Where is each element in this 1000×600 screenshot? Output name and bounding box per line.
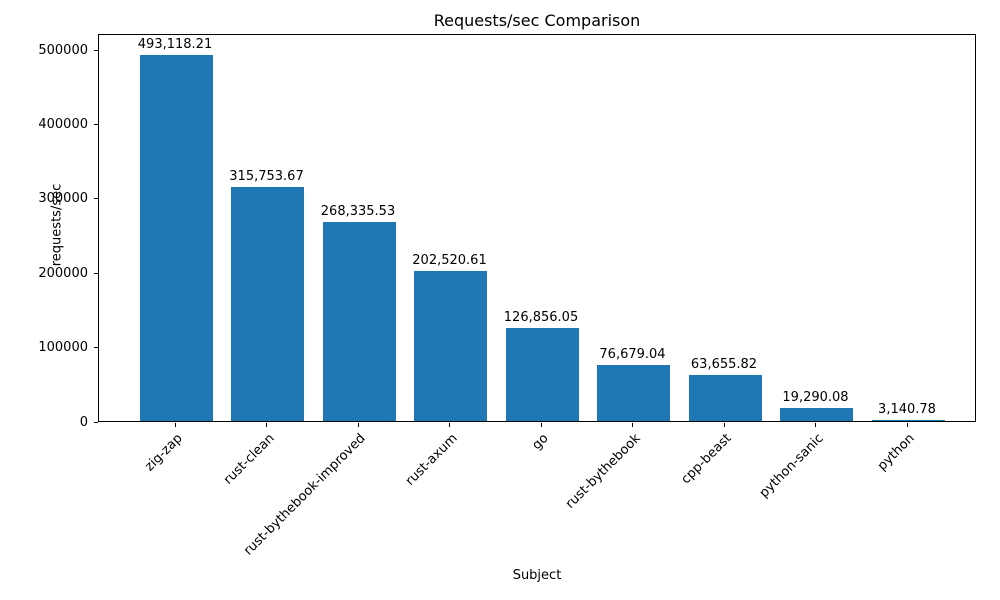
y-tick-mark — [94, 347, 98, 349]
x-tick-mark — [906, 423, 908, 427]
bar-value-label: 126,856.05 — [503, 310, 579, 325]
bar-value-label: 315,753.67 — [229, 169, 304, 184]
y-tick-label: 500000 — [38, 42, 88, 58]
x-tick-mark — [815, 423, 816, 427]
x-tick-mark — [266, 423, 267, 427]
bar-value-label: 63,655.82 — [690, 357, 758, 372]
y-tick-mark — [94, 49, 98, 51]
bar — [871, 420, 945, 421]
bar — [688, 375, 762, 421]
bar — [505, 328, 579, 421]
y-tick-mark — [94, 272, 98, 274]
y-tick-mark — [94, 421, 98, 423]
bar — [414, 271, 487, 421]
bar — [231, 187, 304, 421]
bar-value-label: 493,118.21 — [137, 37, 213, 52]
bar — [322, 222, 396, 421]
y-tick-label: 0 — [79, 414, 88, 430]
y-tick-label: 400000 — [38, 116, 88, 132]
bar-value-label: 202,520.61 — [412, 253, 487, 268]
x-tick-mark — [449, 423, 450, 427]
bar — [139, 55, 213, 421]
bar-value-label: 19,290.08 — [782, 390, 849, 405]
plot-area — [98, 34, 976, 422]
x-tick-mark — [357, 423, 359, 427]
bar-value-label: 268,335.53 — [320, 204, 396, 219]
chart-title: Requests/sec Comparison — [433, 11, 641, 30]
bar — [780, 408, 853, 421]
x-tick-mark — [723, 423, 725, 427]
y-tick-mark — [94, 198, 98, 200]
y-tick-label: 100000 — [38, 340, 88, 356]
x-tick-mark — [540, 423, 542, 427]
x-tick-mark — [632, 423, 633, 427]
x-axis-label: Subject — [512, 568, 562, 583]
y-tick-label: 200000 — [38, 265, 88, 281]
bar-value-label: 3,140.78 — [878, 402, 936, 417]
bar-value-label: 76,679.04 — [599, 347, 666, 362]
y-tick-label: 300000 — [38, 191, 88, 207]
x-tick-mark — [174, 423, 176, 427]
bar — [597, 365, 670, 421]
y-tick-mark — [94, 123, 98, 125]
